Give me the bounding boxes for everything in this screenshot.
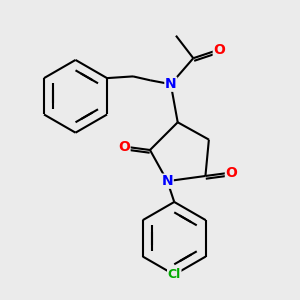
Text: O: O	[118, 140, 130, 154]
Text: N: N	[161, 174, 173, 188]
Text: O: O	[213, 43, 225, 56]
Text: Cl: Cl	[168, 268, 181, 281]
Text: O: O	[226, 166, 237, 179]
Text: N: N	[165, 77, 177, 91]
